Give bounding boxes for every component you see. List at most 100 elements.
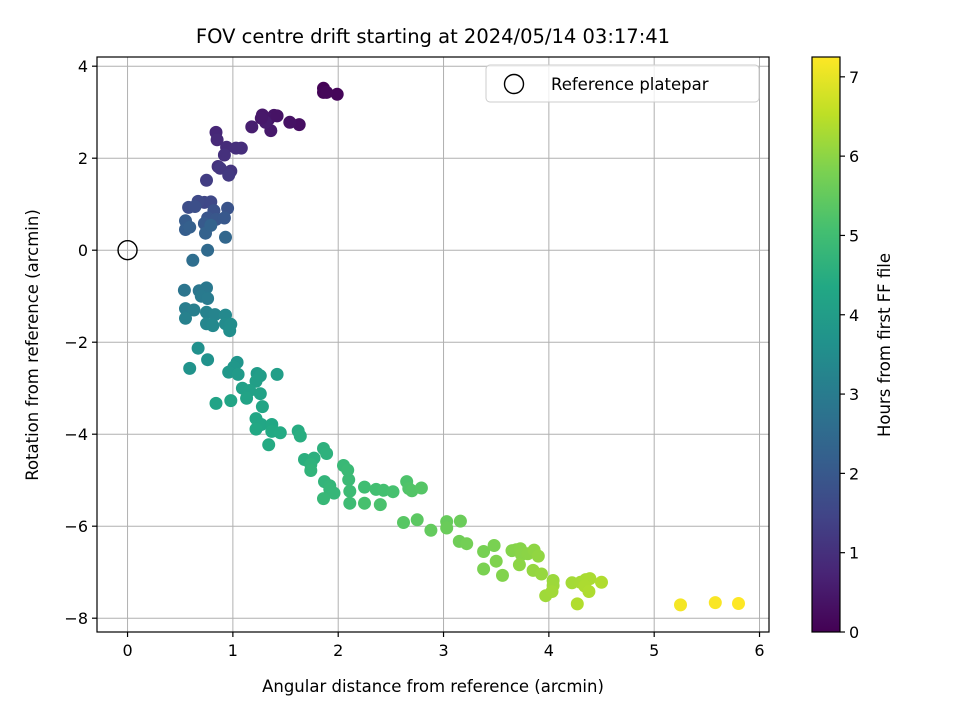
scatter-point — [496, 568, 509, 582]
scatter-point — [460, 537, 474, 551]
scatter-point — [545, 585, 559, 598]
scatter-point — [320, 447, 334, 460]
scatter-point — [330, 87, 344, 101]
scatter-point — [249, 374, 263, 388]
scatter-point — [254, 111, 268, 125]
scatter-point — [487, 539, 501, 552]
scatter-point — [245, 120, 259, 134]
scatter-point — [343, 484, 357, 498]
colorbar-tick-label: 6 — [849, 147, 859, 166]
scatter-point — [219, 230, 232, 244]
colorbar-tick-label: 4 — [849, 306, 859, 325]
scatter-point — [191, 341, 205, 355]
scatter-point — [249, 422, 263, 436]
reference-platepar-marker — [117, 239, 138, 261]
colorbar-tick-label: 7 — [849, 68, 859, 87]
scatter-point — [187, 303, 201, 317]
scatter-point — [414, 481, 428, 495]
scatter-point — [570, 597, 584, 611]
scatter-point — [342, 473, 356, 487]
scatter-point — [179, 311, 192, 325]
scatter-point — [410, 513, 424, 527]
scatter-point — [304, 464, 318, 477]
scatter-point — [206, 319, 220, 333]
scatter-point — [201, 292, 215, 305]
y-tick-label: 4 — [78, 57, 88, 76]
x-axis-label: Angular distance from reference (arcmin) — [262, 677, 604, 696]
scatter-point — [341, 463, 355, 477]
reference-marker-layer — [117, 239, 138, 261]
colorbar-gradient — [812, 57, 840, 632]
scatter-point — [327, 486, 341, 500]
scatter-point — [270, 367, 284, 381]
scatter-point — [708, 596, 722, 610]
y-tick-label: 2 — [78, 149, 88, 168]
y-tick-label: −4 — [64, 425, 88, 444]
scatter-point — [240, 391, 254, 405]
scatter-point — [224, 394, 238, 408]
scatter-point — [358, 480, 371, 494]
scatter-point — [201, 353, 215, 367]
scatter-point — [453, 514, 467, 528]
scatter-point — [293, 429, 307, 443]
scatter-point — [188, 200, 202, 213]
colorbar-tick-label: 5 — [849, 226, 859, 245]
colorbar-ticks: 0 1 2 3 4 5 6 7 — [840, 68, 859, 642]
scatter-point — [489, 554, 503, 568]
scatter-point — [512, 558, 526, 572]
legend-marker-reference — [503, 73, 525, 95]
colorbar-tick-label: 1 — [849, 544, 859, 563]
scatter-point — [283, 115, 297, 129]
scatter-point — [440, 521, 454, 535]
scatter-point — [177, 283, 191, 297]
scatter-point — [217, 211, 231, 225]
scatter-point — [397, 516, 410, 529]
x-tick-label: 6 — [754, 641, 764, 660]
y-tick-label: 0 — [78, 241, 88, 260]
scatter-point — [358, 496, 371, 510]
scatter-point — [320, 85, 334, 99]
scatter-point — [231, 367, 245, 381]
scatter-point — [183, 220, 197, 234]
scatter-point — [582, 585, 596, 598]
scatter-point — [217, 148, 231, 162]
colorbar-frame — [811, 56, 841, 633]
x-tick-label: 4 — [544, 641, 554, 660]
x-tick-label: 1 — [228, 641, 238, 660]
scatter-point — [531, 549, 545, 563]
scatter-point — [210, 133, 224, 147]
scatter-point — [223, 324, 237, 338]
x-tick-label: 2 — [333, 641, 343, 660]
scatter-point — [200, 173, 213, 187]
scatter-point — [186, 253, 200, 267]
chart-title: FOV centre drift starting at 2024/05/14 … — [196, 25, 670, 48]
scatter-point — [595, 575, 608, 589]
y-tick-label: −2 — [64, 333, 88, 352]
x-tick-label: 5 — [649, 641, 659, 660]
x-tick-label: 3 — [438, 641, 448, 660]
colorbar-label: Hours from first FF file — [875, 253, 894, 437]
scatter-point — [386, 485, 400, 499]
scatter-point — [183, 361, 197, 375]
colorbar-tick-label: 2 — [849, 464, 859, 483]
legend-entry-reference: Reference platepar — [551, 75, 709, 94]
scatter-point — [204, 218, 218, 232]
scatter-point — [208, 308, 222, 322]
scatter-point — [229, 141, 243, 155]
scatter-point — [317, 492, 330, 506]
scatter-point — [273, 426, 287, 440]
scatter-point — [732, 597, 745, 610]
scatter-point — [201, 243, 215, 257]
scatter-point — [535, 567, 548, 581]
scatter-point — [270, 109, 284, 123]
y-tick-label: −8 — [64, 609, 88, 628]
scatter-points — [177, 81, 745, 612]
colorbar-tick-label: 0 — [849, 623, 859, 642]
scatter-point — [255, 400, 269, 414]
scatter-point — [674, 598, 687, 612]
colorbar: 0 1 2 3 4 5 6 7 Hours from first FF file — [811, 56, 894, 642]
scatter-point — [253, 387, 267, 401]
x-tick-label: 0 — [122, 641, 132, 660]
